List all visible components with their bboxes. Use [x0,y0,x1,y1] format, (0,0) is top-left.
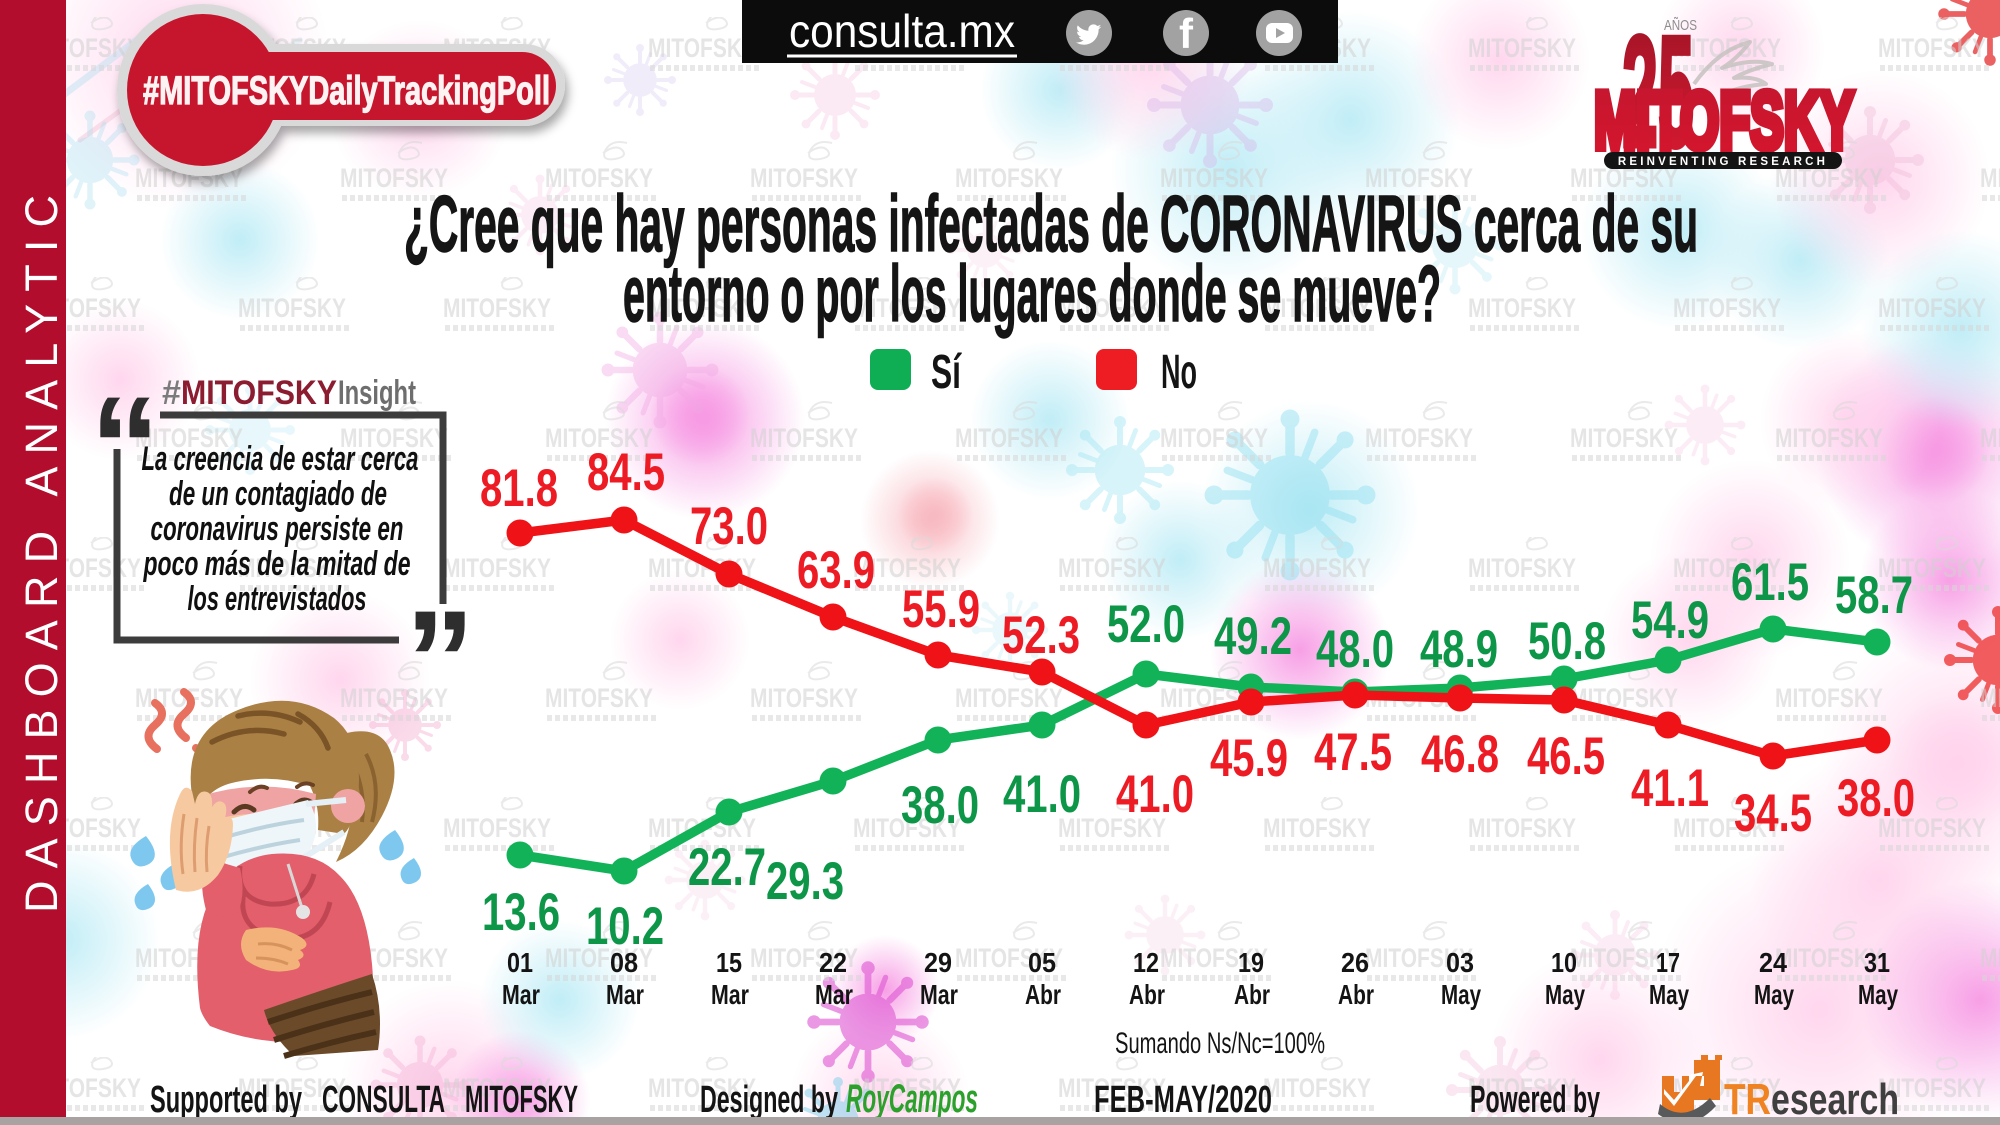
svg-text:de un contagiado de: de un contagiado de [169,475,387,513]
svg-text:15: 15 [716,947,742,978]
svg-text:54.9: 54.9 [1631,591,1709,650]
svg-text:84.5: 84.5 [587,443,665,502]
svg-text:52.3: 52.3 [1002,606,1080,665]
svg-text:Mar: Mar [711,979,749,1010]
svg-text:”: ” [405,581,475,738]
svg-text:May: May [1441,979,1481,1010]
svg-text:29: 29 [924,947,952,978]
svg-text:08: 08 [610,947,638,978]
svg-text:entorno o por los lugares dond: entorno o por los lugares donde se mueve… [623,249,1441,338]
svg-text:03: 03 [1446,947,1474,978]
svg-text:Supported by: Supported by [150,1079,302,1121]
svg-text:49.2: 49.2 [1214,607,1292,666]
svg-text:May: May [1649,979,1689,1010]
svg-text:Sí: Sí [931,346,962,399]
svg-text:17: 17 [1656,947,1680,978]
svg-text:“: “ [90,367,160,524]
svg-text:38.0: 38.0 [1837,769,1915,828]
svg-text:Mar: Mar [920,979,958,1010]
svg-text:esearch: esearch [1771,1075,1899,1124]
svg-text:41.0: 41.0 [1003,765,1081,824]
svg-text:No: No [1161,346,1197,399]
svg-text:31: 31 [1864,947,1890,978]
svg-text:63.9: 63.9 [797,541,875,600]
svg-text:38.0: 38.0 [901,776,979,835]
svg-text:Abr: Abr [1129,979,1165,1010]
svg-text:19: 19 [1238,947,1264,978]
svg-text:f: f [1179,10,1194,57]
svg-text:#MITOFSKYDailyTrackingPoll: #MITOFSKYDailyTrackingPoll [143,69,550,113]
svg-text:58.7: 58.7 [1835,566,1913,625]
svg-text:Abr: Abr [1234,979,1270,1010]
svg-text:52.0: 52.0 [1107,595,1185,654]
svg-text:Mar: Mar [815,979,853,1010]
svg-text:47.5: 47.5 [1314,723,1392,782]
svg-text:coronavirus persiste en: coronavirus persiste en [151,510,404,548]
svg-text:45.9: 45.9 [1210,729,1288,788]
svg-text:48.9: 48.9 [1420,620,1498,679]
svg-text:13.6: 13.6 [482,883,560,942]
svg-text:#: # [162,374,181,412]
svg-text:REINVENTING RESEARCH: REINVENTING RESEARCH [1618,156,1828,168]
svg-text:01: 01 [507,947,533,978]
svg-text:29.3: 29.3 [766,852,844,911]
svg-text:48.0: 48.0 [1316,620,1394,679]
svg-text:46.5: 46.5 [1527,727,1605,786]
svg-text:24: 24 [1759,947,1787,978]
svg-text:TR: TR [1724,1075,1771,1124]
svg-text:MITOFSKY: MITOFSKY [465,1079,578,1121]
svg-text:34.5: 34.5 [1734,784,1812,843]
svg-text:Abr: Abr [1025,979,1061,1010]
svg-text:MITOFSKY: MITOFSKY [181,374,337,412]
svg-text:50.8: 50.8 [1528,612,1606,671]
svg-text:81.8: 81.8 [480,459,558,518]
svg-text:poco más de la mitad de: poco más de la mitad de [143,545,411,583]
svg-text:May: May [1754,979,1794,1010]
svg-text:55.9: 55.9 [902,580,980,639]
svg-text:Designed by: Designed by [700,1079,838,1121]
svg-text:61.5: 61.5 [1731,553,1809,612]
svg-text:10.2: 10.2 [586,897,664,956]
svg-text:12: 12 [1133,947,1159,978]
svg-text:22.7: 22.7 [688,838,766,897]
svg-text:46.8: 46.8 [1421,725,1499,784]
svg-text:RoyCampos: RoyCampos [846,1077,978,1121]
svg-text:May: May [1545,979,1585,1010]
svg-text:Mar: Mar [606,979,644,1010]
svg-text:10: 10 [1551,947,1577,978]
svg-text:Powered by: Powered by [1470,1079,1600,1121]
svg-text:¿Cree que hay personas infecta: ¿Cree que hay personas infectadas de COR… [404,179,1698,268]
svg-text:Mar: Mar [502,979,540,1010]
svg-text:May: May [1858,979,1898,1010]
svg-text:41.1: 41.1 [1631,759,1709,818]
svg-text:FEB-MAY/2020: FEB-MAY/2020 [1094,1079,1272,1121]
svg-text:los entrevistados: los entrevistados [188,580,367,618]
svg-text:CONSULTA: CONSULTA [322,1079,445,1121]
svg-text:Insight: Insight [338,374,416,412]
svg-text:AÑOS: AÑOS [1664,17,1697,34]
svg-text:Sumando Ns/Nc=100%: Sumando Ns/Nc=100% [1115,1027,1325,1060]
svg-text:La creencia de estar cerca: La creencia de estar cerca [142,440,419,478]
svg-text:41.0: 41.0 [1116,765,1194,824]
svg-text:26: 26 [1341,947,1369,978]
svg-text:consulta.mx: consulta.mx [789,5,1015,57]
svg-text:73.0: 73.0 [690,497,768,556]
svg-text:Abr: Abr [1338,979,1374,1010]
svg-text:22: 22 [819,947,847,978]
svg-text:05: 05 [1028,947,1056,978]
